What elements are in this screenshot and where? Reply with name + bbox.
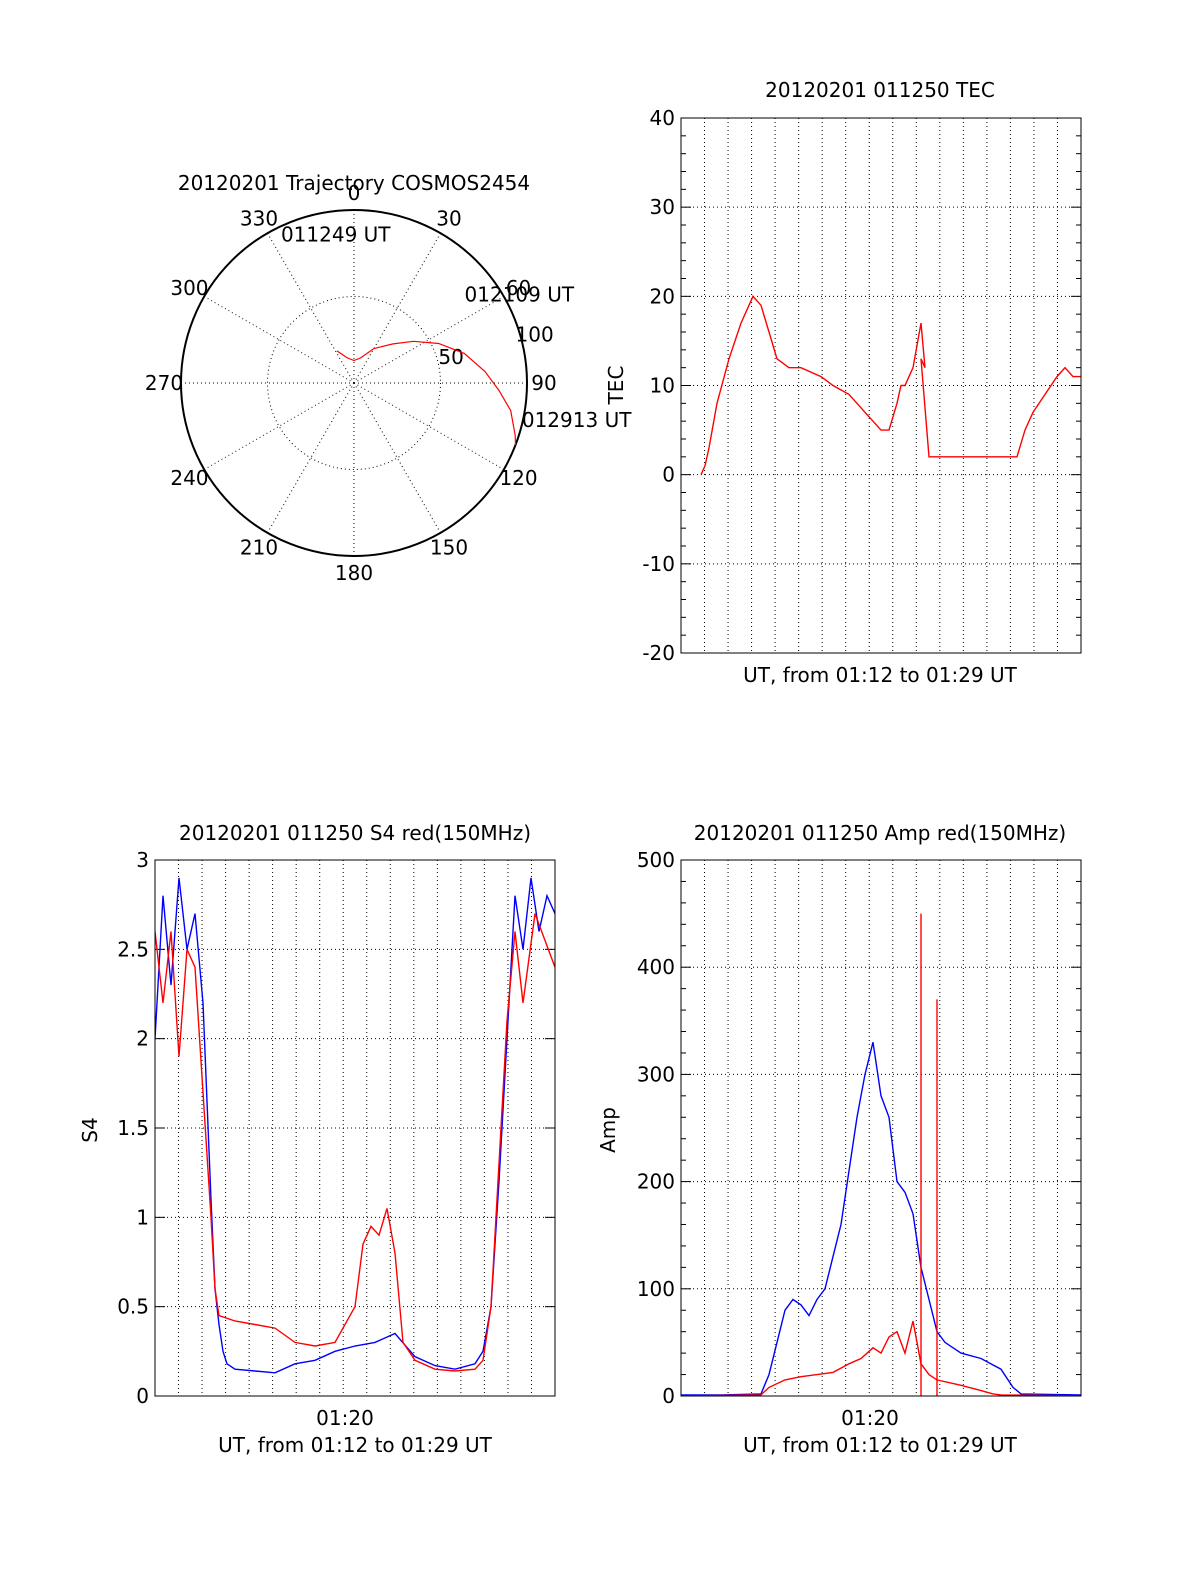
y-tick-label: -20 — [642, 641, 675, 665]
s4-chart: 20120201 011250 S4 red(150MHz) 0 0.5 1 1.5 2… — [78, 821, 556, 1457]
y-tick-label: 0 — [662, 463, 675, 487]
y-tick-label: 2.5 — [117, 937, 149, 961]
tec-y-label: TEC — [604, 366, 628, 406]
trajectory-series — [336, 340, 517, 446]
amp-grid — [681, 859, 1081, 1397]
trajectory-title: 20120201 Trajectory COSMOS2454 — [178, 171, 530, 195]
polar-spoke — [353, 232, 441, 384]
y-tick-label: 3 — [136, 848, 149, 872]
s4-title: 20120201 011250 S4 red(150MHz) — [179, 821, 531, 845]
s4-plot-frame — [154, 859, 556, 1397]
s4-series — [155, 877, 555, 1374]
amp-x-label: UT, from 01:12 to 01:29 UT — [743, 1433, 1018, 1457]
tec-grid — [681, 117, 1081, 654]
azimuth-label: 120 — [499, 466, 537, 490]
azimuth-label: 240 — [170, 466, 208, 490]
s4-y-label: S4 — [78, 1117, 102, 1142]
y-tick-label: 100 — [637, 1277, 675, 1301]
tec-series — [700, 295, 1081, 475]
azimuth-label: 90 — [531, 371, 556, 395]
series-line-blue — [681, 1042, 1081, 1396]
y-tick-label: 2 — [136, 1027, 149, 1051]
trajectory-annotations: 011249 UT 012109 UT 012913 UT — [281, 223, 632, 432]
y-tick-label: 0 — [662, 1384, 675, 1408]
polar-spoke — [353, 382, 505, 470]
amp-plot-frame — [680, 859, 1082, 1397]
polar-spoke — [267, 232, 355, 384]
azimuth-label: 60 — [506, 276, 531, 300]
amp-title: 20120201 011250 Amp red(150MHz) — [694, 821, 1066, 845]
y-tick-label: 1.5 — [117, 1116, 149, 1140]
y-tick-label: 30 — [650, 195, 675, 219]
trajectory-time-label: 011249 UT — [281, 223, 391, 247]
azimuth-label: 150 — [430, 536, 468, 560]
amp-x-tick: 01:20 — [841, 1406, 899, 1430]
tec-x-label: UT, from 01:12 to 01:29 UT — [743, 663, 1018, 687]
trajectory-time-label: 012913 UT — [522, 408, 632, 432]
radial-labels: 50 100 — [438, 323, 553, 369]
amp-y-label: Amp — [596, 1107, 620, 1153]
polar-grid — [180, 209, 528, 557]
series-line-blue — [155, 877, 555, 1374]
tec-title: 20120201 011250 TEC — [765, 78, 995, 102]
y-tick-label: 300 — [637, 1062, 675, 1086]
y-tick-label: 10 — [650, 374, 675, 398]
polar-spoke — [203, 382, 355, 470]
tec-plot-frame — [680, 117, 1082, 654]
series-line-red — [681, 1320, 1081, 1396]
y-tick-label: 1 — [136, 1205, 149, 1229]
azimuth-label: 180 — [335, 561, 373, 585]
amp-chart: 20120201 011250 Amp red(150MHz) 0 100 200 3… — [596, 821, 1082, 1457]
trajectory-chart: 20120201 Trajectory COSMOS2454 0 30 60 90 12… — [145, 171, 632, 585]
polar-spoke — [353, 382, 441, 534]
polar-spoke — [353, 296, 505, 384]
radial-label: 100 — [516, 323, 554, 347]
tec-y-tick-labels: -20 -10 0 10 20 30 40 — [642, 106, 675, 665]
amp-series — [681, 913, 1081, 1396]
y-tick-label: 40 — [650, 106, 675, 130]
s4-x-label: UT, from 01:12 to 01:29 UT — [218, 1433, 493, 1457]
azimuth-labels: 0 30 60 90 120 150 180 210 240 270 300 330 — [145, 181, 557, 585]
series-line-red — [155, 913, 555, 1372]
trajectory-time-label: 012109 UT — [465, 283, 575, 307]
azimuth-label: 330 — [240, 206, 278, 230]
azimuth-label: 270 — [145, 371, 183, 395]
y-tick-label: 200 — [637, 1170, 675, 1194]
y-tick-label: 0 — [136, 1384, 149, 1408]
tec-chart: 20120201 011250 TEC -20 -10 0 10 20 30 40 UT, … — [604, 78, 1082, 687]
y-tick-label: 20 — [650, 284, 675, 308]
amp-y-tick-labels: 0 100 200 300 400 500 — [637, 848, 675, 1408]
polar-spoke — [203, 296, 355, 384]
azimuth-label: 210 — [240, 536, 278, 560]
s4-grid — [155, 859, 555, 1397]
series-line-red — [700, 295, 1081, 475]
s4-x-tick: 01:20 — [316, 1406, 374, 1430]
y-tick-label: -10 — [642, 552, 675, 576]
y-tick-label: 0.5 — [117, 1295, 149, 1319]
y-tick-label: 400 — [637, 955, 675, 979]
azimuth-label: 30 — [436, 206, 461, 230]
polar-spoke — [267, 382, 355, 534]
y-tick-label: 500 — [637, 848, 675, 872]
azimuth-label: 0 — [348, 181, 361, 205]
radial-label: 50 — [438, 345, 463, 369]
s4-y-tick-labels: 0 0.5 1 1.5 2 2.5 3 — [117, 848, 149, 1408]
azimuth-label: 300 — [170, 276, 208, 300]
polar-inner-circle — [267, 296, 441, 470]
